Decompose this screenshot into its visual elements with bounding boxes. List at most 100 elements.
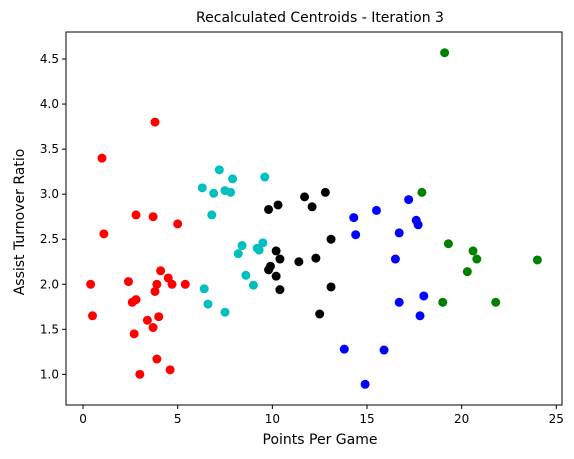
y-tick-label: 4.0 bbox=[40, 97, 59, 111]
data-point bbox=[440, 48, 450, 58]
data-point bbox=[207, 210, 217, 220]
data-point bbox=[351, 230, 361, 240]
data-point bbox=[123, 277, 133, 287]
data-point bbox=[273, 200, 283, 210]
data-point bbox=[258, 238, 268, 248]
data-point bbox=[152, 279, 162, 289]
data-point bbox=[415, 311, 425, 321]
data-point bbox=[241, 270, 251, 280]
data-point bbox=[165, 365, 175, 375]
data-point bbox=[237, 241, 247, 251]
data-point bbox=[462, 267, 472, 277]
data-point bbox=[152, 354, 162, 364]
data-point bbox=[228, 174, 238, 184]
data-point bbox=[271, 271, 281, 281]
data-point bbox=[260, 172, 270, 182]
y-tick-label: 3.0 bbox=[40, 187, 59, 201]
data-point bbox=[150, 286, 160, 296]
x-tick-label: 0 bbox=[79, 412, 87, 426]
data-point bbox=[142, 315, 152, 325]
data-point bbox=[214, 165, 224, 175]
data-point bbox=[300, 192, 310, 202]
data-point bbox=[88, 311, 98, 321]
data-point bbox=[254, 245, 264, 255]
data-point bbox=[99, 229, 109, 239]
y-axis-title: Assist Turnover Ratio bbox=[12, 149, 28, 296]
data-point bbox=[438, 297, 448, 307]
x-tick-label: 5 bbox=[174, 412, 182, 426]
cluster-series-1 bbox=[86, 117, 190, 379]
data-point bbox=[209, 188, 219, 198]
data-point bbox=[349, 213, 359, 223]
y-tick-label: 1.5 bbox=[40, 322, 59, 336]
data-point bbox=[129, 329, 139, 339]
data-point bbox=[275, 254, 285, 264]
data-point bbox=[315, 309, 325, 319]
data-point bbox=[131, 210, 141, 220]
data-point bbox=[233, 249, 243, 259]
data-point bbox=[360, 379, 370, 389]
data-point bbox=[532, 255, 542, 265]
data-point bbox=[339, 344, 349, 354]
data-point bbox=[199, 284, 209, 294]
data-point bbox=[248, 280, 258, 290]
data-point bbox=[265, 261, 275, 271]
data-point bbox=[371, 205, 381, 215]
data-point bbox=[135, 369, 145, 379]
data-point bbox=[326, 282, 336, 292]
data-point bbox=[264, 204, 274, 214]
data-point bbox=[311, 253, 321, 263]
data-point bbox=[86, 279, 96, 289]
data-point bbox=[148, 212, 158, 222]
data-point bbox=[326, 234, 336, 244]
cluster-series-4 bbox=[339, 195, 429, 389]
x-tick-label: 10 bbox=[265, 412, 280, 426]
data-point bbox=[417, 187, 427, 197]
data-point bbox=[148, 323, 158, 333]
x-tick-label: 15 bbox=[359, 412, 374, 426]
data-point bbox=[390, 254, 400, 264]
data-point bbox=[220, 307, 230, 317]
x-tick-label: 20 bbox=[454, 412, 469, 426]
y-tick-label: 2.0 bbox=[40, 277, 59, 291]
chart-title: Recalculated Centroids - Iteration 3 bbox=[196, 10, 444, 26]
data-point bbox=[271, 246, 281, 256]
x-tick-label: 25 bbox=[549, 412, 564, 426]
data-point bbox=[294, 257, 304, 267]
data-point bbox=[180, 279, 190, 289]
data-point bbox=[307, 202, 317, 212]
data-point bbox=[156, 266, 166, 276]
data-point bbox=[275, 285, 285, 295]
y-axis-ticks: 1.0 1.5 2.0 2.5 3.0 3.5 4.0 4.5 bbox=[40, 52, 66, 381]
data-point bbox=[150, 117, 160, 127]
data-point bbox=[154, 312, 164, 322]
data-point bbox=[419, 291, 429, 301]
data-point bbox=[413, 220, 423, 230]
data-point bbox=[197, 183, 207, 193]
cluster-series-2 bbox=[197, 165, 270, 317]
data-point bbox=[226, 187, 236, 197]
data-point bbox=[167, 279, 177, 289]
cluster-series-3 bbox=[264, 187, 336, 319]
data-point bbox=[394, 297, 404, 307]
data-point bbox=[394, 228, 404, 238]
data-point bbox=[203, 299, 213, 309]
y-tick-label: 3.5 bbox=[40, 142, 59, 156]
data-point bbox=[379, 345, 389, 355]
y-tick-label: 2.5 bbox=[40, 232, 59, 246]
y-tick-label: 1.0 bbox=[40, 367, 59, 381]
data-point bbox=[320, 187, 330, 197]
y-tick-label: 4.5 bbox=[40, 52, 59, 66]
x-axis-title: Points Per Game bbox=[263, 432, 378, 448]
data-point bbox=[491, 297, 501, 307]
data-point bbox=[173, 219, 183, 229]
cluster-series-5 bbox=[417, 48, 542, 307]
points-layer bbox=[86, 48, 542, 389]
data-point bbox=[443, 239, 453, 249]
x-axis-ticks: 0 5 10 15 20 25 bbox=[79, 405, 564, 426]
data-point bbox=[468, 246, 478, 256]
plot-frame bbox=[65, 31, 563, 406]
data-point bbox=[472, 254, 482, 264]
